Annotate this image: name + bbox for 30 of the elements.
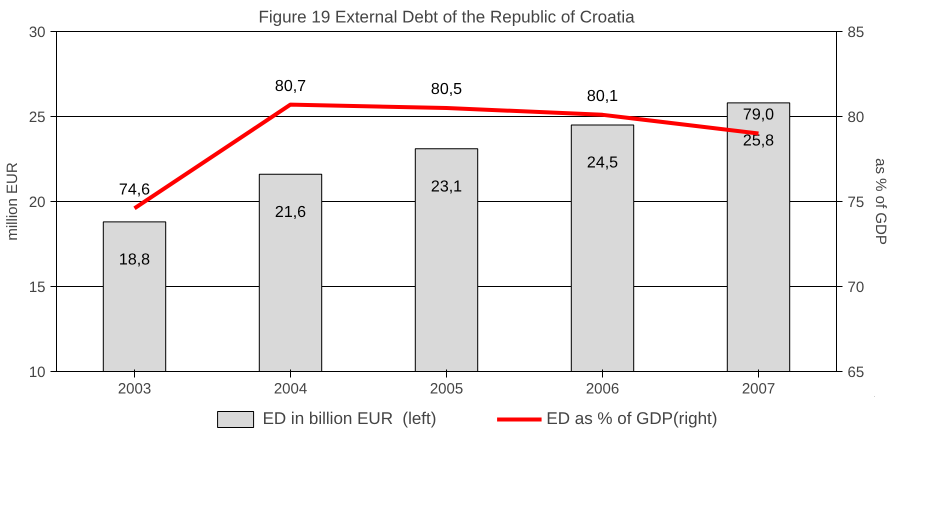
- y-tick-label: 25: [28, 109, 46, 126]
- x-tick-label: 2004: [274, 380, 308, 398]
- y2-tick-label: 75: [848, 194, 864, 211]
- y-axis-title: million EUR: [4, 162, 21, 241]
- y-tick-label: 15: [28, 279, 46, 296]
- data-label: 74,6: [118, 182, 150, 199]
- data-label: 24,5: [586, 154, 618, 172]
- y-tick-label: 30: [28, 24, 46, 41]
- data-label: 25,8: [742, 132, 774, 150]
- x-tick-label: 2006: [586, 380, 620, 398]
- legend-label: ED as % of GDP(right): [546, 408, 718, 428]
- chart-title: Figure 19 External Debt of the Republic of Croatia: [258, 8, 636, 26]
- data-label: 21,6: [274, 204, 306, 221]
- data-label: 18,8: [118, 252, 150, 268]
- data-label: 80,1: [586, 88, 618, 106]
- y2-tick-label: 85: [848, 24, 864, 41]
- x-tick-label: 2003: [118, 380, 152, 398]
- y2-axis-title: as % of GDP: [872, 158, 890, 245]
- y2-tick-label: 80: [848, 109, 864, 126]
- legend-label: ED in billion EUR (left): [262, 408, 436, 428]
- y-tick-label: 20: [28, 194, 46, 211]
- data-label: 80,7: [274, 78, 306, 95]
- data-label: 80,5: [430, 81, 462, 98]
- x-tick-label: 2005: [430, 380, 464, 398]
- data-label: 23,1: [430, 178, 462, 196]
- y2-tick-label: 70: [848, 279, 864, 296]
- x-tick-label: 2007: [742, 380, 776, 398]
- data-label: 79,0: [742, 106, 774, 124]
- y2-tick-label: 65: [848, 364, 864, 381]
- y-tick-label: 10: [28, 364, 46, 381]
